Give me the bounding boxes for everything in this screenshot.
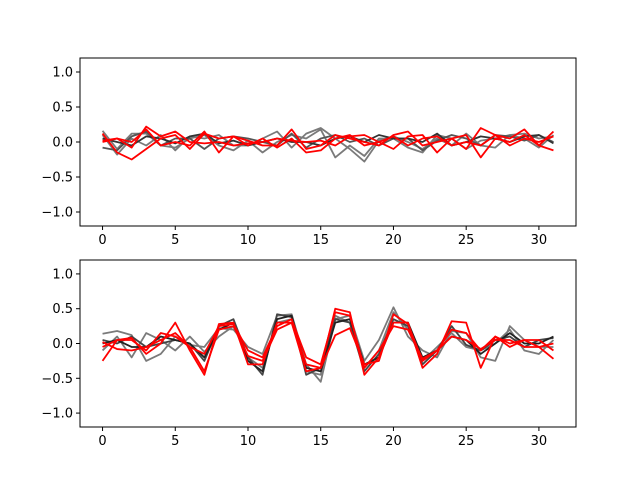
x-tick-label: 15 [312,434,329,449]
series-line-5 [102,127,555,154]
x-tick-label: 25 [458,233,475,248]
y-tick-label: 0.5 [52,302,73,317]
top-axes: 0 5 10 15 20 25 30 −1.0 −0.5 0.0 0.5 1.0 [41,57,577,248]
y-tick-label: 1.0 [52,66,73,81]
x-tick-label: 20 [385,434,402,449]
x-tick-label: 5 [171,233,179,248]
bottom-axes: 0 5 10 15 20 25 30 −1.0 −0.5 0.0 0.5 1.0 [41,259,577,449]
y-tick-label: 0.0 [52,337,73,352]
x-tick-label: 20 [385,233,402,248]
y-tick-label: 0.0 [52,136,73,151]
x-tick-label: 5 [171,434,179,449]
series-line-4 [102,314,554,373]
x-tick-label: 10 [240,233,257,248]
x-tick-label: 30 [531,434,548,449]
series-line-7 [102,311,554,369]
y-tick-label: −1.0 [41,407,73,422]
series-line-6 [101,132,554,161]
x-tick-label: 0 [98,434,106,449]
x-tick-label: 10 [240,434,257,449]
y-tick-label: −0.5 [41,372,73,387]
y-tick-label: 0.5 [52,101,73,116]
x-tick-label: 30 [531,233,548,248]
x-tick-label: 0 [98,233,106,248]
y-tick-label: 1.0 [52,267,73,282]
x-tick-label: 25 [458,434,475,449]
y-tick-label: −0.5 [41,171,73,186]
series-line-7 [102,125,554,149]
x-tick-label: 15 [312,233,329,248]
y-tick-label: −1.0 [41,206,73,221]
